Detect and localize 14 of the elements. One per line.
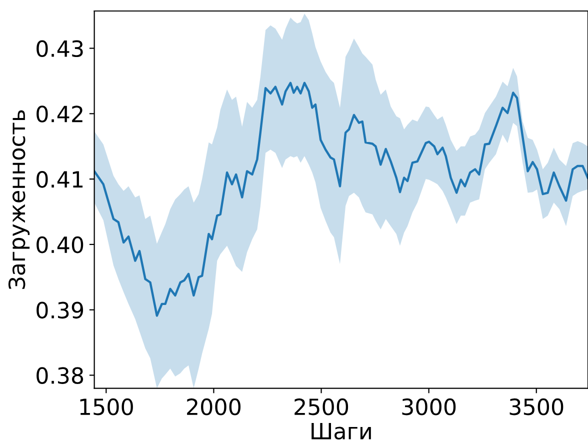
y-tick-label: 0.42	[36, 106, 82, 122]
line-series	[94, 82, 588, 317]
y-tick-label: 0.40	[36, 236, 84, 254]
x-axis-title: Шаги	[312, 422, 371, 440]
x-tick-label: 2500	[294, 398, 348, 416]
x-tick-label: 3000	[402, 398, 456, 416]
y-tick-label: 0.43	[36, 40, 83, 58]
y-axis-title: Загруженность	[8, 110, 30, 289]
x-tick-label: 2000	[187, 398, 241, 416]
x-tick-label: 3500	[510, 398, 564, 416]
y-tick-label: 0.41	[36, 171, 83, 188]
y-tick-label: 0.39	[36, 302, 84, 319]
x-tick-label: 1500	[80, 398, 133, 416]
y-tick-label: 0.38	[36, 367, 84, 384]
